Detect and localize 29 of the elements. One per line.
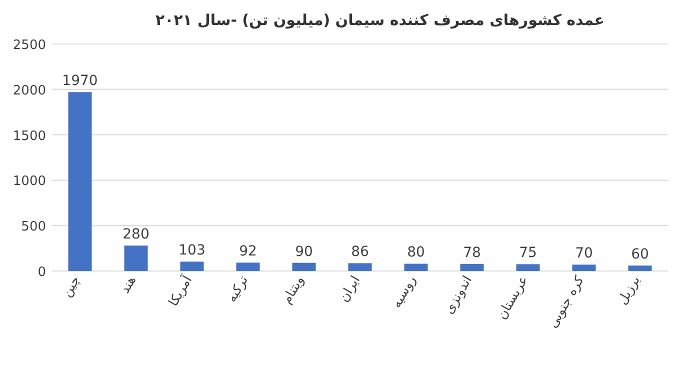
ytick: 1000 bbox=[12, 174, 46, 190]
xtick: چین bbox=[60, 274, 84, 300]
data-label: 60 bbox=[631, 246, 649, 263]
data-label: 90 bbox=[295, 244, 313, 260]
xtick: عربستان bbox=[494, 274, 532, 322]
data-label: 92 bbox=[239, 244, 257, 260]
ytick: 1500 bbox=[12, 128, 46, 144]
title: عمده کشورهای مصرف کننده سیمان (میلیون تن) -سال ۲۰۲۱ bbox=[155, 11, 605, 29]
xtick: ایران bbox=[336, 274, 364, 305]
ytick: 2500 bbox=[12, 38, 46, 53]
ytick: 500 bbox=[21, 220, 46, 235]
xtick: کره جنوبی bbox=[546, 274, 588, 331]
ytick: 0 bbox=[38, 265, 46, 280]
data-label: 280 bbox=[122, 226, 150, 243]
xtick: آمریکا bbox=[166, 274, 196, 310]
ytick: 2000 bbox=[12, 83, 46, 98]
xtick: هند bbox=[118, 274, 140, 296]
data-label: 78 bbox=[463, 244, 481, 261]
xtick: ترکیه bbox=[224, 274, 252, 306]
data-label: 1970 bbox=[62, 73, 98, 90]
xtick: روسیه bbox=[389, 274, 420, 311]
data-label: 103 bbox=[178, 242, 206, 259]
data-label: 80 bbox=[407, 244, 425, 261]
xtick: ویتنام bbox=[280, 274, 308, 307]
xtick: اندونزی bbox=[442, 274, 476, 317]
data-label: 86 bbox=[351, 244, 369, 260]
xtick: برزیل bbox=[615, 274, 644, 308]
data-label: 70 bbox=[575, 246, 593, 262]
data-label: 75 bbox=[519, 245, 537, 262]
